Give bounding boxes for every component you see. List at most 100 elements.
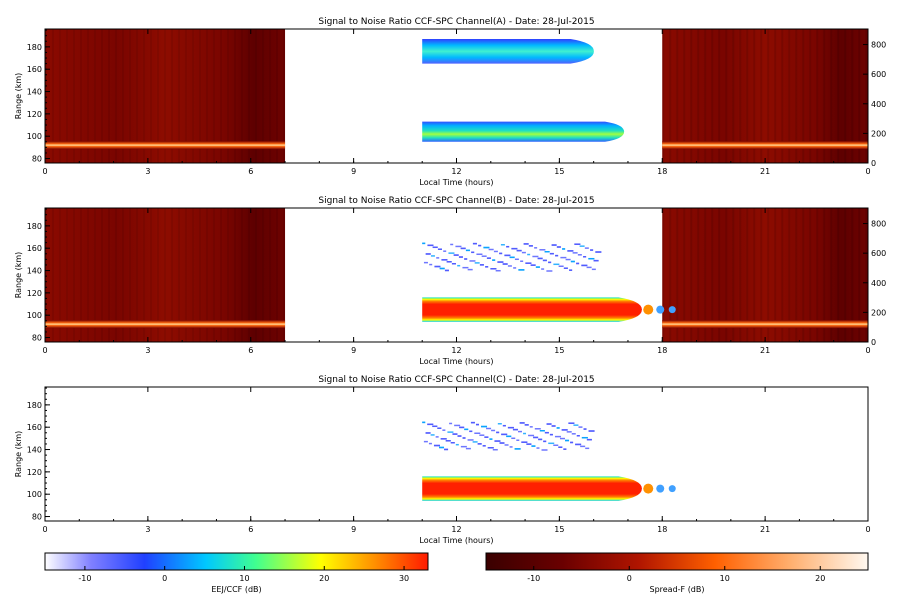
weak-echo-patch	[493, 250, 498, 253]
weak-echo-patch	[422, 421, 426, 424]
y-tick-label: 140	[27, 446, 42, 455]
weak-echo-patch	[562, 248, 566, 250]
weak-echo-patch	[474, 262, 480, 264]
x-tick-label: 3	[145, 346, 150, 355]
weak-echo-patch	[430, 434, 435, 436]
spread-f-stripe	[108, 208, 110, 342]
x-tick-label: 21	[760, 346, 770, 355]
spread-f-stripe	[816, 29, 819, 163]
colorbar-label: EEJ/CCF (dB)	[211, 585, 261, 594]
spread-f-stripe	[115, 29, 117, 163]
spread-f-stripe	[851, 208, 854, 342]
y-tick-label: 100	[27, 132, 42, 141]
weak-echo-patch	[469, 430, 473, 433]
weak-echo-patch	[494, 440, 501, 442]
spread-f-stripe	[164, 29, 166, 163]
weak-echo-patch	[590, 249, 594, 251]
weak-echo-patch	[489, 438, 493, 440]
weak-echo-patch	[573, 424, 579, 426]
spread-f-stripe	[129, 29, 131, 163]
weak-echo-patch	[434, 265, 441, 268]
weak-echo-patch	[435, 436, 439, 438]
spread-f-stripe	[185, 29, 187, 163]
colorbar-tick-label: -10	[527, 574, 540, 583]
weak-echo-patch	[475, 423, 479, 426]
spread-f-stripe	[220, 208, 222, 342]
spread-f-stripe	[781, 29, 784, 163]
weak-echo-patch	[567, 250, 574, 252]
weak-echo-patch	[533, 436, 539, 439]
y-tick-label: 120	[27, 289, 42, 298]
spread-f-stripe	[690, 208, 693, 342]
x-axis-label: Local Time (hours)	[419, 357, 493, 366]
weak-echo-patch	[457, 264, 461, 267]
x-tick-label: 0	[42, 346, 47, 355]
weak-echo-patch	[467, 439, 474, 441]
weak-echo-patch	[521, 441, 528, 443]
spread-f-stripe	[192, 208, 194, 342]
weak-echo-patch	[430, 255, 435, 257]
eej-echo	[422, 297, 642, 322]
weak-echo-patch	[531, 445, 536, 447]
spread-f-stripe	[760, 208, 763, 342]
spread-f-stripe	[809, 208, 812, 342]
weak-echo-patch	[458, 256, 463, 258]
weak-echo-patch	[579, 245, 585, 247]
weak-echo-patch	[572, 252, 578, 254]
x-tick-label: 15	[554, 525, 564, 534]
weak-echo-patch	[455, 245, 462, 248]
weak-echo-patch	[514, 258, 519, 261]
spread-f-stripe	[241, 208, 243, 342]
weak-echo-patch	[464, 258, 468, 260]
weak-echo-patch	[476, 253, 483, 256]
spread-f-stripe	[178, 29, 180, 163]
spread-f-stripe	[711, 208, 714, 342]
weak-echo-patch	[470, 421, 475, 424]
spread-f-stripe	[802, 208, 805, 342]
spread-f-stripe	[150, 208, 152, 342]
weak-echo-patch	[546, 423, 552, 425]
weak-echo-patch	[497, 261, 504, 263]
weak-echo-patch	[563, 448, 567, 450]
weak-echo-patch	[446, 261, 452, 263]
spread-f-stripe	[234, 29, 236, 163]
spread-f-stripe	[192, 29, 194, 163]
panel-0: 0 3 6 9 12 15 18 21 0801001201401601800200400600…	[14, 17, 886, 187]
weak-echo-patch	[532, 255, 539, 258]
spread-f-stripe	[101, 208, 103, 342]
y-tick-label: 80	[32, 155, 42, 164]
weak-echo-patch	[548, 261, 552, 264]
weak-echo-patch	[443, 250, 447, 252]
spread-f-stripe	[101, 29, 103, 163]
spread-f-stripe	[241, 29, 243, 163]
weak-echo-patch	[449, 422, 453, 425]
spread-f-layer	[662, 141, 868, 150]
spread-f-stripe	[830, 208, 833, 342]
weak-echo-patch	[465, 249, 470, 252]
spread-f-stripe	[255, 29, 257, 163]
spread-f-stripe	[669, 208, 672, 342]
y-tick-label: 80	[32, 334, 42, 343]
spread-f-stripe	[171, 29, 173, 163]
weak-echo-patch	[588, 430, 595, 432]
spread-f-stripe	[774, 29, 777, 163]
weak-echo-patch	[423, 261, 428, 264]
spread-f-stripe	[276, 29, 278, 163]
weak-echo-patch	[537, 257, 543, 260]
spread-f-block	[662, 208, 868, 342]
spread-f-block	[662, 29, 868, 163]
weak-echo-patch	[425, 253, 431, 255]
weak-echo-patch	[539, 249, 546, 251]
spread-f-stripe	[87, 29, 89, 163]
weak-echo-patch	[502, 424, 506, 427]
weak-echo-patch	[536, 447, 540, 449]
echo-tail-blob	[656, 305, 665, 314]
spread-f-stripe	[760, 29, 763, 163]
spread-f-block	[45, 29, 286, 163]
weak-echo-patch	[432, 425, 438, 428]
weak-echo-patch	[477, 443, 482, 445]
colorbar-ramp	[485, 552, 869, 571]
weak-echo-patch	[487, 447, 494, 449]
spread-f-stripe	[220, 29, 222, 163]
